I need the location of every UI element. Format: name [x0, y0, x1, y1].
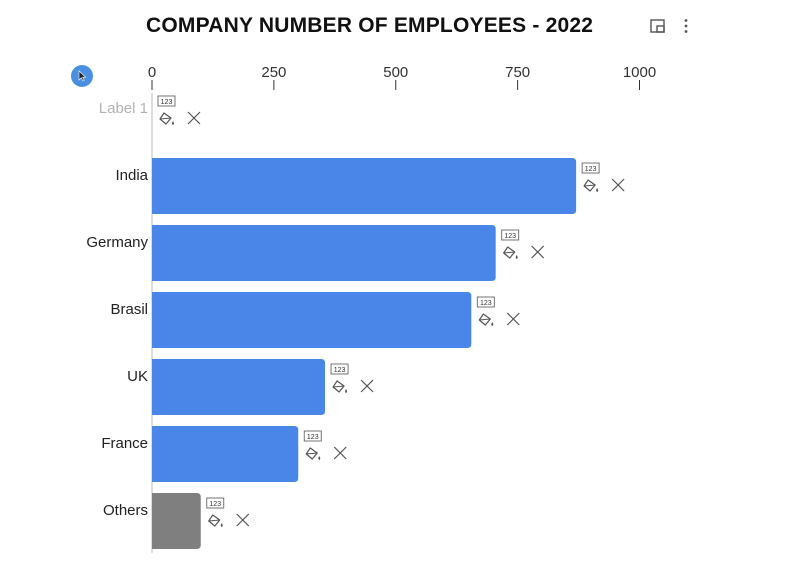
x-tick-label: 750	[505, 64, 530, 81]
x-tick-label: 0	[148, 64, 156, 81]
bar-controls: 123	[157, 95, 201, 125]
paint-bucket-icon[interactable]	[159, 112, 174, 125]
chart-title: COMPANY NUMBER OF EMPLOYEES - 2022	[146, 14, 594, 37]
paint-bucket-icon[interactable]	[478, 313, 494, 326]
bar-controls: 123	[476, 296, 520, 326]
bar[interactable]	[152, 493, 201, 549]
bar[interactable]	[152, 426, 299, 482]
close-icon[interactable]	[506, 312, 520, 326]
number-format-button[interactable]	[476, 296, 495, 308]
paint-bucket-icon[interactable]	[583, 179, 599, 192]
number-format-label: 123	[334, 367, 346, 374]
number-format-label: 123	[209, 501, 221, 508]
close-icon[interactable]	[333, 446, 347, 460]
close-icon[interactable]	[611, 178, 625, 192]
pointer-cursor-icon[interactable]	[71, 65, 93, 87]
x-tick-label: 250	[261, 64, 286, 81]
number-format-label: 123	[307, 434, 319, 441]
paint-bucket-icon[interactable]	[305, 447, 321, 460]
number-format-button[interactable]	[157, 95, 176, 107]
number-format-button[interactable]	[581, 162, 600, 174]
bar[interactable]	[152, 359, 326, 415]
number-format-label: 123	[480, 300, 492, 307]
more-options-icon[interactable]	[676, 16, 696, 36]
number-format-label: 123	[161, 99, 173, 106]
category-label: Brasil	[110, 301, 148, 318]
close-icon[interactable]	[360, 379, 374, 393]
number-format-label: 123	[585, 166, 597, 173]
close-icon[interactable]	[531, 245, 545, 259]
category-label: Germany	[86, 234, 148, 251]
number-format-button[interactable]	[303, 430, 322, 442]
bar[interactable]	[152, 292, 472, 348]
bar-controls: 123	[581, 162, 625, 192]
x-tick-label: 1000	[623, 64, 656, 81]
close-icon[interactable]	[187, 111, 201, 125]
bar-controls: 123	[303, 430, 347, 460]
x-tick-label: 500	[383, 64, 408, 81]
category-label: Others	[103, 502, 148, 519]
bar-controls: 123	[501, 229, 545, 259]
category-label: Label 1	[99, 100, 148, 117]
paint-bucket-icon[interactable]	[208, 514, 223, 527]
category-label: France	[101, 435, 148, 452]
number-format-button[interactable]	[206, 497, 225, 509]
number-format-button[interactable]	[501, 229, 520, 241]
bar[interactable]	[152, 158, 577, 214]
focus-mode-icon[interactable]	[648, 16, 668, 36]
bar[interactable]	[152, 225, 496, 281]
bar-controls: 123	[206, 497, 250, 527]
number-format-button[interactable]	[330, 363, 349, 375]
category-label: UK	[127, 368, 148, 385]
paint-bucket-icon[interactable]	[503, 246, 518, 259]
number-format-label: 123	[504, 233, 516, 240]
paint-bucket-icon[interactable]	[332, 380, 348, 393]
bar-controls: 123	[330, 363, 374, 393]
category-label: India	[115, 167, 148, 184]
close-icon[interactable]	[236, 513, 250, 527]
